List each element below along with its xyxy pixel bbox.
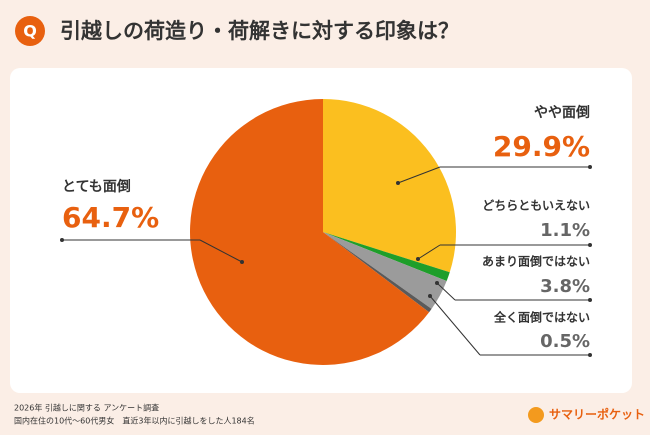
- leader-dot: [396, 181, 400, 185]
- value-label: 64.7%: [62, 201, 159, 234]
- leader-line: [417, 244, 441, 260]
- slice-label: やや面倒: [534, 104, 590, 121]
- leader-dot: [416, 257, 420, 261]
- pie-slice: [190, 99, 430, 366]
- leader-dot: [435, 281, 439, 285]
- pie-slice: [323, 232, 450, 281]
- leader-line: [436, 282, 456, 301]
- slice-label: どちらともいえない: [482, 199, 590, 213]
- badge-circle: [15, 16, 45, 46]
- pie-slice: [323, 99, 456, 273]
- note: 国内在住の10代～60代男女 直近3年以内に引越しをした人184名: [14, 416, 255, 426]
- leader-line: [199, 239, 243, 263]
- leader-dot: [588, 353, 592, 357]
- leader-dot: [60, 238, 64, 242]
- leader-line: [429, 295, 481, 356]
- value-label: 29.9%: [493, 130, 590, 163]
- chart-title: 引越しの荷造り・荷解きに対する印象は？: [60, 19, 459, 43]
- brand-icon: [528, 407, 544, 423]
- pie-slice: [323, 232, 447, 309]
- note: 2026年 引越しに関する アンケート調査: [14, 403, 159, 413]
- leader-dot: [240, 260, 244, 264]
- slice-label: あまり面倒ではない: [482, 254, 590, 269]
- value-label: 0.5%: [540, 331, 590, 352]
- leader-dot: [588, 298, 592, 302]
- brand: サマリーポケット: [549, 407, 645, 422]
- pie-slice: [323, 232, 432, 313]
- leader-dot: [588, 243, 592, 247]
- value-label: 3.8%: [540, 276, 590, 297]
- badge: Q: [23, 22, 37, 41]
- leader-dot: [428, 294, 432, 298]
- slice-label: 全く面倒ではない: [493, 310, 590, 325]
- leader-dot: [588, 165, 592, 169]
- value-label: 1.1%: [540, 220, 590, 241]
- slice-label: とても面倒: [62, 178, 131, 195]
- leader-line: [397, 166, 441, 184]
